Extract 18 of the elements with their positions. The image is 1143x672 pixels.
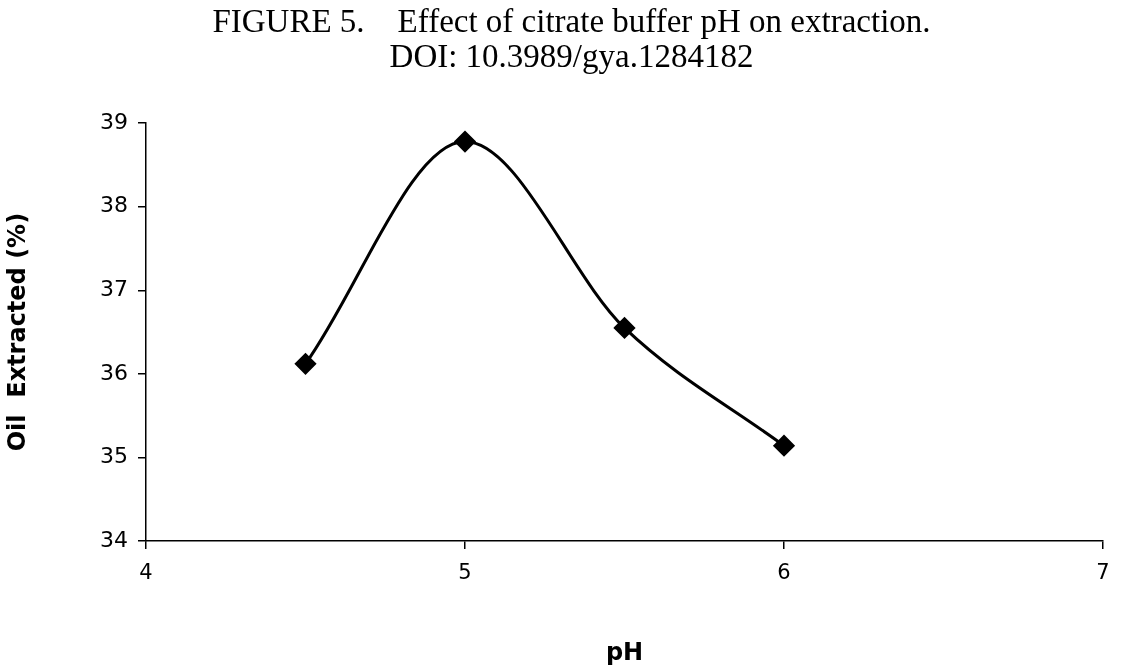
point (454, 131, 476, 153)
point (614, 317, 635, 339)
x-tick-label: 6 (777, 560, 791, 585)
chart-subtitle: DOI: 10.3989/gya.1284182 (388, 38, 755, 74)
y-tick-label: 37 (100, 276, 128, 302)
point (773, 435, 795, 457)
y-tick-label: 38 (100, 192, 128, 218)
x-axis-title: pH (605, 637, 644, 666)
y-tick-label: 36 (100, 359, 128, 385)
x-tick-label: 5 (458, 560, 472, 585)
y-tick-label: 39 (100, 108, 128, 134)
x-tick-label: 7 (1096, 560, 1110, 585)
y-axis-title: Oil Extracted (%) (2, 212, 31, 452)
point (295, 353, 316, 375)
y-tick-label: 35 (100, 443, 128, 469)
y-tick-label: 34 (100, 526, 128, 552)
x-tick-label: 4 (139, 560, 153, 585)
chart-title: FIGURE 5. Effect of citrate buffer pH on extraction. (211, 3, 932, 39)
